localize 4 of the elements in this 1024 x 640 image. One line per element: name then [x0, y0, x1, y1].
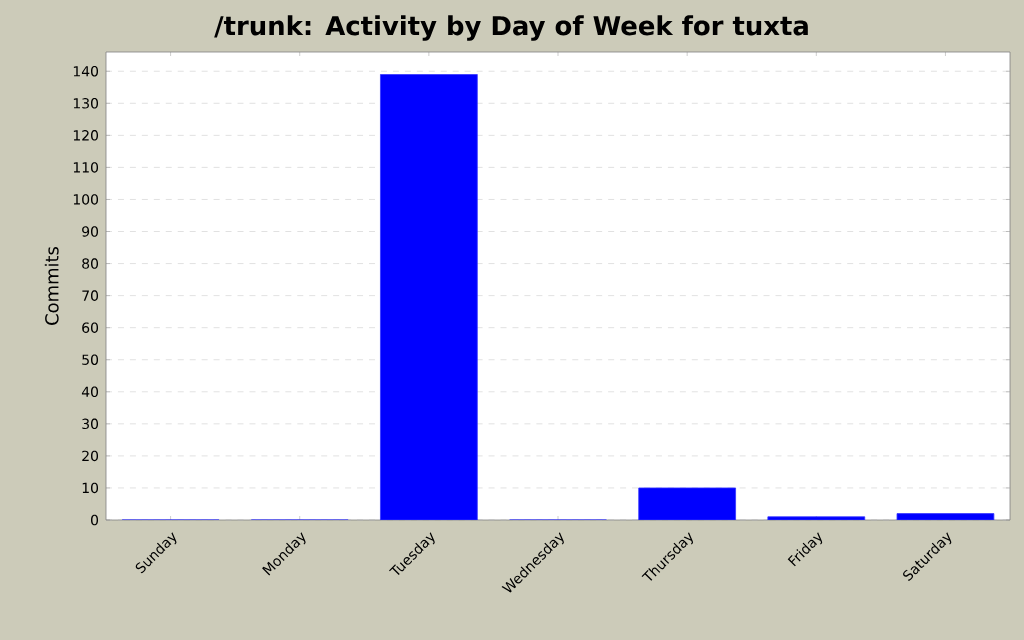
y-axis-title: Commits — [44, 246, 59, 325]
chart-title: /trunk: Activity by Day of Week for tuxta — [214, 15, 808, 41]
bar — [638, 487, 736, 520]
bar — [380, 74, 478, 520]
